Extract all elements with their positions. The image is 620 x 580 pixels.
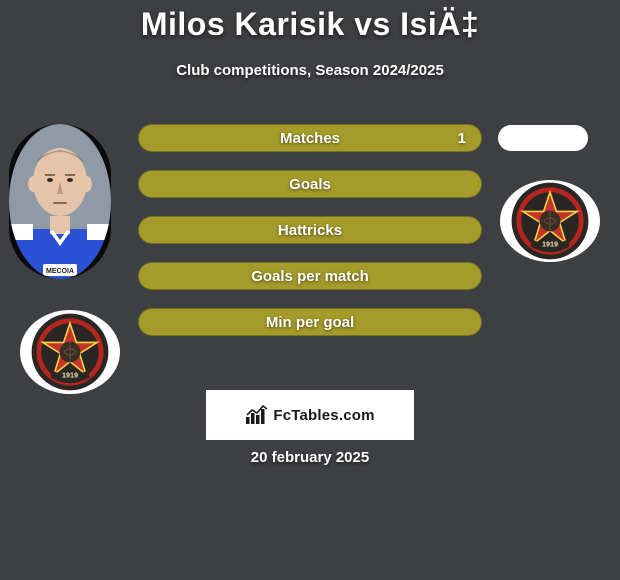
- footer-logo: FcTables.com: [245, 405, 374, 425]
- stat-bar: Matches1: [138, 124, 482, 152]
- stat-bar: Goals: [138, 170, 482, 198]
- stat-bar: Hattricks: [138, 216, 482, 244]
- player-right-avatar-placeholder: [498, 125, 588, 151]
- date-label: 20 february 2025: [0, 449, 620, 466]
- crest-left-svg: 1919: [30, 312, 110, 392]
- comparison-card: Milos Karisik vs IsiÄ‡ Club competitions…: [0, 0, 620, 580]
- club-crest-left: 1919: [20, 310, 120, 394]
- player-left-portrait: MECOIA: [9, 124, 111, 279]
- sponsor-text: MECOIA: [46, 268, 74, 275]
- jersey-shoulder-right: [87, 224, 111, 240]
- stat-bar: Goals per match: [138, 262, 482, 290]
- club-crest-right: 1919: [500, 180, 600, 262]
- crest-year: 1919: [542, 240, 558, 249]
- subtitle: Club competitions, Season 2024/2025: [0, 62, 620, 79]
- footer-brand-pill: FcTables.com: [206, 390, 414, 440]
- stat-bar-label: Goals: [138, 170, 482, 198]
- stat-bar-label: Min per goal: [138, 308, 482, 336]
- stat-bar-label: Hattricks: [138, 216, 482, 244]
- stat-bar: Min per goal: [138, 308, 482, 336]
- jersey-shoulder-left: [9, 224, 33, 240]
- stat-bars: Matches1 Goals Hattricks Goals per match Min…: [138, 124, 482, 354]
- stat-bar-label: Matches: [138, 124, 482, 152]
- crest-right-svg: 1919: [510, 181, 590, 261]
- player-left-avatar: MECOIA: [9, 124, 111, 279]
- page-title: Milos Karisik vs IsiÄ‡: [0, 6, 620, 43]
- chart-bars-icon: [245, 405, 269, 425]
- footer-brand-text: FcTables.com: [273, 407, 374, 424]
- crest-year: 1919: [62, 371, 78, 380]
- stat-bar-right-value: 1: [458, 124, 466, 152]
- stat-bar-label: Goals per match: [138, 262, 482, 290]
